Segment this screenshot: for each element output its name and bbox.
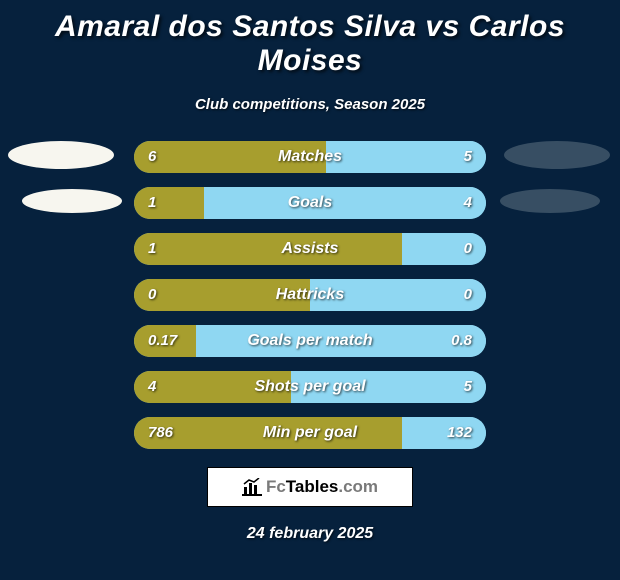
stat-label: Shots per goal xyxy=(134,371,486,403)
brand-footer: FcTables.com xyxy=(207,467,413,507)
stat-bar: 786132Min per goal xyxy=(134,417,486,449)
stat-bar: 0.170.8Goals per match xyxy=(134,325,486,357)
stat-bar: 00Hattricks xyxy=(134,279,486,311)
stat-bar: 45Shots per goal xyxy=(134,371,486,403)
brand-prefix: Fc xyxy=(266,477,286,496)
stat-bar: 14Goals xyxy=(134,187,486,219)
stat-row: 10Assists xyxy=(0,233,620,265)
player-left-ellipse xyxy=(22,189,122,213)
player-right-ellipse xyxy=(504,141,610,169)
comparison-chart: 65Matches 14Goals 10Assists 00Hattricks 0.17… xyxy=(0,141,620,449)
stat-label: Goals xyxy=(134,187,486,219)
chart-icon xyxy=(242,478,262,496)
stat-label: Goals per match xyxy=(134,325,486,357)
brand-main: Tables xyxy=(286,477,339,496)
stat-label: Hattricks xyxy=(134,279,486,311)
stat-label: Matches xyxy=(134,141,486,173)
stat-label: Assists xyxy=(134,233,486,265)
stat-bar: 65Matches xyxy=(134,141,486,173)
stat-row: 00Hattricks xyxy=(0,279,620,311)
comparison-title: Amaral dos Santos Silva vs Carlos Moises xyxy=(0,0,620,78)
brand-suffix: .com xyxy=(338,477,378,496)
comparison-date: 24 february 2025 xyxy=(0,525,620,543)
stat-row: 0.170.8Goals per match xyxy=(0,325,620,357)
stat-bar: 10Assists xyxy=(134,233,486,265)
comparison-subtitle: Club competitions, Season 2025 xyxy=(0,96,620,113)
stat-row: 45Shots per goal xyxy=(0,371,620,403)
stat-label: Min per goal xyxy=(134,417,486,449)
player-right-ellipse xyxy=(500,189,600,213)
brand-text: FcTables.com xyxy=(266,477,378,497)
player-left-ellipse xyxy=(8,141,114,169)
stat-row: 786132Min per goal xyxy=(0,417,620,449)
